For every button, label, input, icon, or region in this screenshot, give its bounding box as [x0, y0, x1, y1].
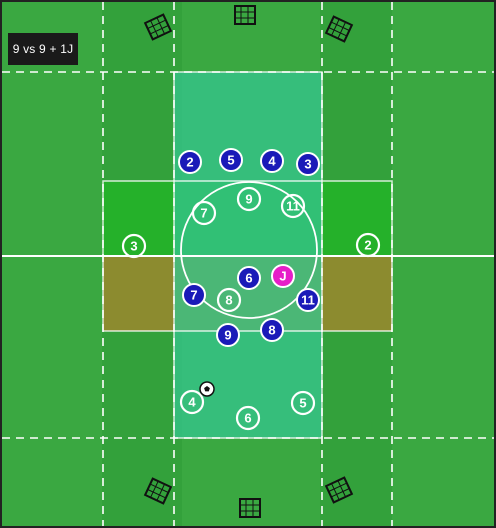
blue-player-circle [182, 283, 206, 307]
blue-player-circle [237, 266, 261, 290]
white-player-marker: 6 [235, 405, 261, 431]
mini-goal-icon [143, 477, 173, 505]
blue-player-marker: 6 [237, 266, 261, 290]
blue-player-circle [260, 149, 284, 173]
joker-player-circle [271, 264, 295, 288]
white-player-marker: 9 [236, 186, 262, 212]
white-player-circle [280, 193, 306, 219]
blue-player-marker: 8 [260, 318, 284, 342]
center-circle [180, 181, 318, 319]
blue-player-marker: 7 [182, 283, 206, 307]
white-player-number: 11 [286, 199, 300, 214]
white-player-marker: 4 [179, 389, 205, 415]
blue-player-circle [260, 318, 284, 342]
white-player-number: 6 [244, 411, 251, 426]
blue-player-marker: 5 [219, 148, 243, 172]
white-player-circle [235, 405, 261, 431]
white-player-circle [191, 200, 217, 226]
white-player-number: 3 [130, 239, 137, 254]
white-player-circle [236, 186, 262, 212]
blue-player-circle [296, 288, 320, 312]
blue-player-circle [216, 323, 240, 347]
blue-player-number: 11 [301, 293, 315, 308]
blue-player-number: 8 [268, 323, 275, 338]
white-player-circle [179, 389, 205, 415]
white-player-circle [121, 233, 147, 259]
blue-player-marker: 9 [216, 323, 240, 347]
white-player-marker: 5 [290, 390, 316, 416]
white-player-number: 5 [299, 396, 306, 411]
mini-goal-icon [239, 498, 261, 518]
blue-player-circle [219, 148, 243, 172]
white-player-marker: 8 [216, 287, 242, 313]
white-player-circle [355, 232, 381, 258]
white-player-number: 9 [245, 192, 252, 207]
white-player-circle [290, 390, 316, 416]
blue-player-number: 6 [245, 271, 252, 286]
blue-player-number: 9 [224, 328, 231, 343]
blue-player-circle [178, 150, 202, 174]
white-player-number: 2 [364, 238, 371, 253]
white-player-marker: 3 [121, 233, 147, 259]
mini-goal-icon [324, 15, 354, 43]
blue-player-marker: 4 [260, 149, 284, 173]
mini-goal-icon [143, 13, 173, 41]
grass-stripe [2, 2, 102, 526]
joker-player-marker: J [271, 264, 295, 288]
blue-player-number: 3 [304, 157, 311, 172]
white-player-marker: 11 [280, 193, 306, 219]
grass-stripe [392, 2, 494, 526]
blue-player-number: 5 [227, 153, 234, 168]
blue-player-marker: 11 [296, 288, 320, 312]
white-player-marker: 7 [191, 200, 217, 226]
blue-player-circle [296, 152, 320, 176]
blue-player-number: 7 [190, 288, 197, 303]
blue-player-marker: 3 [296, 152, 320, 176]
blue-player-number: 4 [268, 154, 276, 169]
white-player-number: 8 [225, 293, 232, 308]
session-label: 9 vs 9 + 1J [8, 33, 78, 65]
joker-player-number: J [279, 269, 286, 284]
white-player-circle [216, 287, 242, 313]
white-player-number: 7 [200, 206, 207, 221]
white-player-number: 4 [188, 395, 196, 410]
white-player-marker: 2 [355, 232, 381, 258]
mini-goal-icon [234, 5, 256, 25]
soccer-ball-icon [199, 381, 215, 397]
blue-player-marker: 2 [178, 150, 202, 174]
players-layer: 2 5 4 3 6 7 11 9 8 9 11 7 3 2 8 4 6 5 J [121, 148, 381, 431]
mini-goal-icon [324, 476, 354, 504]
blue-player-number: 2 [186, 155, 193, 170]
